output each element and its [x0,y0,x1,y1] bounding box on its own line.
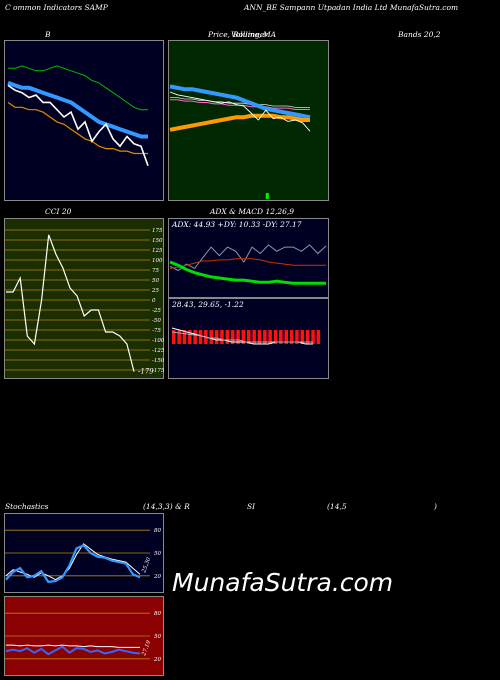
macd-hist-bar-4 [193,330,197,344]
macd-hist-bar-21 [284,330,288,344]
adx-chart: ADX: 44.93 +DY: 10.33 -DY: 27.17 [168,218,329,298]
cci-frame [4,218,164,379]
macd-hist-bar-8 [214,330,219,344]
stoch-side-label: 25,30 [141,556,153,574]
minus-di-line [169,258,326,269]
price-ma-chart [168,40,329,201]
cci-tick-12: -125 [152,348,164,354]
macd-hist-bar-1 [177,330,181,344]
macd-hist-bar-3 [188,330,192,344]
volume-bar-0 [265,193,269,199]
macd-values-label: 28.43, 29.65, -1.22 [171,300,244,309]
ma-blue-line [169,84,311,120]
macd-hist-bar-11 [230,330,235,344]
cci-tick-3: 100 [152,258,163,264]
cci-last-value: -179 [138,368,154,376]
header-c: C [5,3,11,12]
price-line [169,91,311,132]
stoch-tick-2: 20 [153,574,161,580]
bb-middle-band [7,81,148,139]
rsi-tick-0: 80 [154,611,161,617]
volume-title: Volume, [231,30,262,39]
cci-title: CCI 20 [45,207,72,216]
macd-hist-bar-19 [273,330,278,344]
stoch-title: Stochastics [5,502,49,511]
header-common-indicators: ommon Indicators SAMP [13,3,108,12]
adx-frame [168,218,329,298]
rsi-tick-2: 20 [153,657,161,663]
macd-signal-line [171,331,313,343]
header-company: ANN_BE Sampann Utpadan India Ltd MunafaS… [244,3,459,12]
stoch-line-2 [5,544,141,584]
cci-tick-0: 175 [152,228,163,234]
macd-hist-bar-18 [268,330,272,344]
bb-lower-band [7,101,148,155]
plus-di-line [169,260,326,285]
macd-hist-bar-20 [279,330,283,344]
cci-line [6,234,135,372]
macd-hist-bar-23 [295,330,299,344]
bollinger-frame [4,40,164,201]
macd-hist-bar-0 [172,330,176,344]
rsi-params: (14,5 [327,502,347,511]
stoch-tick-0: 80 [154,528,161,534]
cci-tick-11: -100 [152,338,164,344]
adx-macd-title: ADX & MACD 12,26,9 [210,207,295,216]
rsi-title: SI [247,502,256,511]
cci-tick-8: -25 [152,308,161,314]
bollinger-title-b: B [45,30,51,39]
ma-grey-line [170,97,310,108]
rsi-line-2 [5,645,141,656]
macd-hist-bar-14 [247,330,251,344]
macd-hist-bar-24 [300,330,305,344]
cci-tick-9: -50 [152,318,161,324]
macd-hist-bar-13 [241,330,246,344]
macd-hist-bar-15 [252,330,256,344]
macd-hist-bar-25 [305,330,310,344]
macd-hist-bar-7 [209,330,213,344]
price-title: Price, [208,30,231,39]
macd-hist-bar-5 [198,330,203,344]
macd-hist-bar-9 [220,330,224,344]
cci-tick-1: 150 [152,238,163,244]
bollinger-title: Bollinger [233,30,268,39]
macd-hist-bar-27 [316,330,321,344]
rsi-side-label: 27.19 [141,639,153,657]
watermark: MunafaSutra.com [172,568,394,597]
cci-tick-2: 125 [152,248,163,254]
macd-hist-bar-12 [236,330,240,344]
cci-chart: 175 150 125 100 75 50 25 0 -25 -50 -75 -100 -125 -150… [4,218,164,379]
stoch-line-1 [5,543,141,581]
cci-tick-5: 50 [152,278,159,284]
stoch-tick-1: 50 [154,551,161,557]
cci-tick-7: 0 [152,298,156,304]
ma-title: MA [263,30,277,39]
cci-tick-4: 75 [152,268,159,274]
macd-hist-bar-16 [257,330,262,344]
macd-chart: 28.43, 29.65, -1.22 [168,298,329,379]
rsi-close: ) [434,502,437,511]
adx-values-label: ADX: 44.93 +DY: 10.33 -DY: 27.17 [171,220,302,229]
rsi-tick-1: 50 [154,634,161,640]
macd-hist-bar-22 [289,330,294,344]
macd-hist-bar-2 [182,330,187,344]
cci-tick-10: -75 [152,328,161,334]
bands-title: Bands 20,2 [398,30,441,39]
bb-upper-band [8,65,148,111]
macd-hist-bar-17 [263,330,267,344]
cci-tick-6: 25 [151,288,159,294]
bb-price-line [7,84,149,166]
bollinger-chart [4,40,164,201]
rsi-chart: 80 50 20 27.19 [4,596,164,676]
cci-tick-14: -175 [152,368,164,374]
cci-tick-13: -150 [152,358,164,364]
stochastics-chart: 80 50 20 25,30 [4,513,164,593]
adx-line [169,244,327,272]
ma-orange-line [169,113,310,132]
macd-hist-bar-10 [225,330,230,344]
stoch-params: (14,3,3) & R [143,502,190,511]
macd-hist-bar-26 [311,330,315,344]
rsi-line-1 [6,644,140,648]
